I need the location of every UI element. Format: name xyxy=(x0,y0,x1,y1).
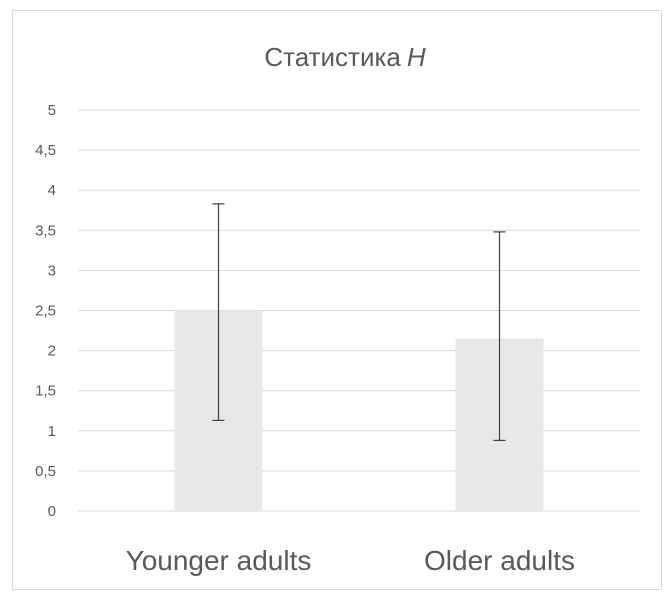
y-axis-ticks: 0 0,5 1 1,5 2 2,5 3 3,5 4 4,5 5 xyxy=(35,102,56,520)
y-tick-label: 1,5 xyxy=(35,383,56,400)
y-tick-label: 0,5 xyxy=(35,463,56,480)
category-labels: Younger adults Older adults xyxy=(126,545,575,576)
chart-title: Статистика H xyxy=(264,42,426,72)
chart-title-text: Статистика xyxy=(264,42,401,72)
error-bar xyxy=(493,231,506,442)
gridlines xyxy=(78,109,640,512)
chart-frame xyxy=(12,10,662,590)
y-tick-label: 0 xyxy=(48,503,56,520)
error-bars xyxy=(212,203,506,442)
y-tick-label: 5 xyxy=(48,102,56,119)
category-label: Older adults xyxy=(424,545,575,576)
chart-title-italic: H xyxy=(407,42,426,72)
y-tick-label: 2 xyxy=(48,343,56,360)
error-bar xyxy=(212,203,225,421)
y-tick-label: 1 xyxy=(48,423,56,440)
y-tick-label: 4 xyxy=(48,182,56,199)
category-label: Younger adults xyxy=(126,545,312,576)
y-tick-label: 3,5 xyxy=(35,222,56,239)
y-tick-label: 3 xyxy=(48,262,56,279)
y-tick-label: 4,5 xyxy=(35,142,56,159)
bars xyxy=(174,310,544,511)
y-tick-label: 2,5 xyxy=(35,303,56,320)
